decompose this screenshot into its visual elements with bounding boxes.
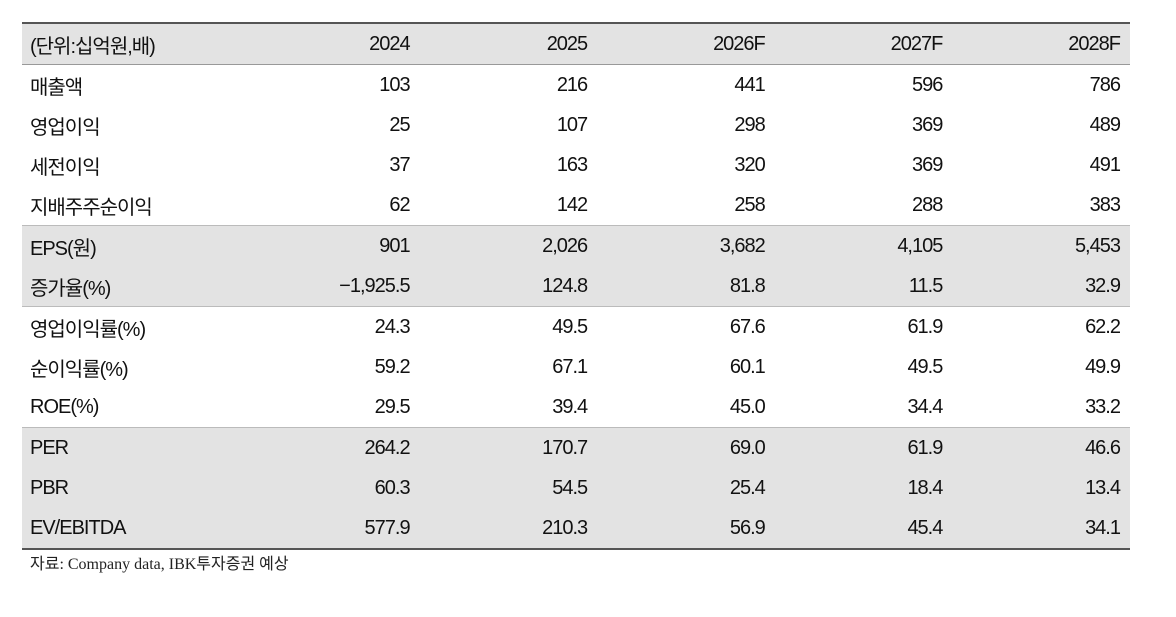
cell: 901: [242, 225, 420, 266]
cell: 24.3: [242, 306, 420, 347]
cell: −1,925.5: [242, 266, 420, 307]
cell: 142: [556, 193, 588, 216]
cell: 2024: [242, 22, 420, 65]
cell: 369: [912, 113, 943, 136]
cell: 62.2: [952, 306, 1130, 347]
cell: 163: [556, 153, 588, 176]
cell: 2,026: [419, 225, 598, 266]
data-row: EV/EBITDA 577.9 210.3 56.9 45.4 34.1: [22, 508, 1130, 550]
cell: 13.4: [952, 468, 1130, 508]
cell: 56.9: [597, 508, 775, 550]
cell: 4,105: [774, 225, 953, 266]
cell: 34.4: [907, 395, 943, 418]
row-label: EV/EBITDA: [22, 508, 242, 550]
cell: 49.9: [1085, 355, 1121, 378]
table-container: (단위:십억원,배) 2024 2025 2026F 2027F 2028F 매출액 103 2…: [22, 22, 1130, 550]
cell: 2028F: [952, 22, 1130, 65]
cell: 67.1: [552, 355, 588, 378]
cell: 49.5: [419, 306, 598, 347]
cell: 298: [734, 113, 765, 136]
cell: 37: [389, 153, 410, 176]
cell: 3,682: [597, 225, 775, 266]
cell: 69.0: [597, 427, 775, 468]
row-label: 지배주주순이익: [30, 196, 153, 219]
cell: 33.2: [1085, 395, 1121, 418]
cell: 54.5: [419, 468, 598, 508]
cell: 29.5: [374, 395, 411, 418]
header-row: (단위:십억원,배) 2024 2025 2026F 2027F 2028F: [22, 22, 1130, 65]
cell: 25.4: [597, 468, 775, 508]
row-label: 영업이익: [30, 116, 101, 139]
data-row: 순이익률(%) 59.2 67.1 60.1 49.5 49.9: [22, 347, 1130, 387]
cell: 46.6: [952, 427, 1130, 468]
row-label: EPS(원): [22, 225, 242, 266]
cell: 67.6: [597, 306, 775, 347]
financial-table: (단위:십억원,배) 2024 2025 2026F 2027F 2028F 매출액 103 2…: [22, 22, 1130, 550]
cell: 124.8: [419, 266, 598, 307]
row-label: (단위:십억원,배): [22, 22, 242, 65]
cell: 264.2: [242, 427, 420, 468]
cell: 258: [734, 193, 765, 216]
cell: 2025: [419, 22, 598, 65]
cell: 107: [556, 113, 588, 136]
cell: 61.9: [774, 427, 953, 468]
cell: 45.0: [729, 395, 766, 418]
cell: 383: [1089, 193, 1121, 216]
data-row: 영업이익 25 107 298 369 489: [22, 105, 1130, 145]
cell: 489: [1089, 113, 1121, 136]
cell: 170.7: [419, 427, 598, 468]
row-label: 순이익률(%): [30, 358, 129, 381]
cell: 491: [1089, 153, 1121, 176]
cell: 39.4: [552, 395, 588, 418]
cell: 577.9: [242, 508, 420, 550]
cell: 25: [389, 113, 410, 136]
cell: 210.3: [419, 508, 598, 550]
data-row: 지배주주순이익 62 142 258 288 383: [22, 185, 1130, 226]
cell: 2026F: [597, 22, 775, 65]
data-row: PER 264.2 170.7 69.0 61.9 46.6: [22, 427, 1130, 468]
data-row: 영업이익률(%) 24.3 49.5 67.6 61.9 62.2: [22, 306, 1130, 347]
cell: 786: [1089, 73, 1121, 96]
cell: 34.1: [952, 508, 1130, 550]
cell: 11.5: [774, 266, 953, 307]
cell: 369: [912, 153, 943, 176]
cell: 49.5: [907, 355, 943, 378]
cell: 45.4: [774, 508, 953, 550]
cell: 216: [556, 73, 588, 96]
cell: 441: [734, 73, 765, 96]
cell: 2027F: [774, 22, 953, 65]
cell: 60.1: [729, 355, 766, 378]
cell: 320: [734, 153, 765, 176]
data-row: EPS(원) 901 2,026 3,682 4,105 5,453: [22, 225, 1130, 266]
data-row: 세전이익 37 163 320 369 491: [22, 145, 1130, 185]
data-row: PBR 60.3 54.5 25.4 18.4 13.4: [22, 468, 1130, 508]
cell: 103: [379, 73, 410, 96]
source-note: 자료: Company data, IBK투자증권 예상: [30, 556, 289, 573]
data-row: ROE(%) 29.5 39.4 45.0 34.4 33.2: [22, 387, 1130, 428]
row-label: PBR: [22, 468, 242, 508]
row-label: 증가율(%): [22, 266, 242, 307]
cell: 5,453: [952, 225, 1130, 266]
cell: 60.3: [242, 468, 420, 508]
cell: 61.9: [774, 306, 953, 347]
cell: 59.2: [374, 355, 411, 378]
cell: 62: [389, 193, 410, 216]
row-label: 매출액: [30, 76, 83, 99]
data-row: 매출액 103 216 441 596 786: [22, 65, 1130, 106]
cell: 32.9: [952, 266, 1130, 307]
data-row: 증가율(%) −1,925.5 124.8 81.8 11.5 32.9: [22, 266, 1130, 307]
row-label: 세전이익: [30, 156, 101, 179]
row-label: 영업이익률(%): [22, 306, 242, 347]
cell: 288: [912, 193, 943, 216]
row-label: PER: [22, 427, 242, 468]
cell: 18.4: [774, 468, 953, 508]
cell: 81.8: [597, 266, 775, 307]
cell: 596: [912, 73, 943, 96]
row-label: ROE(%): [30, 395, 99, 418]
